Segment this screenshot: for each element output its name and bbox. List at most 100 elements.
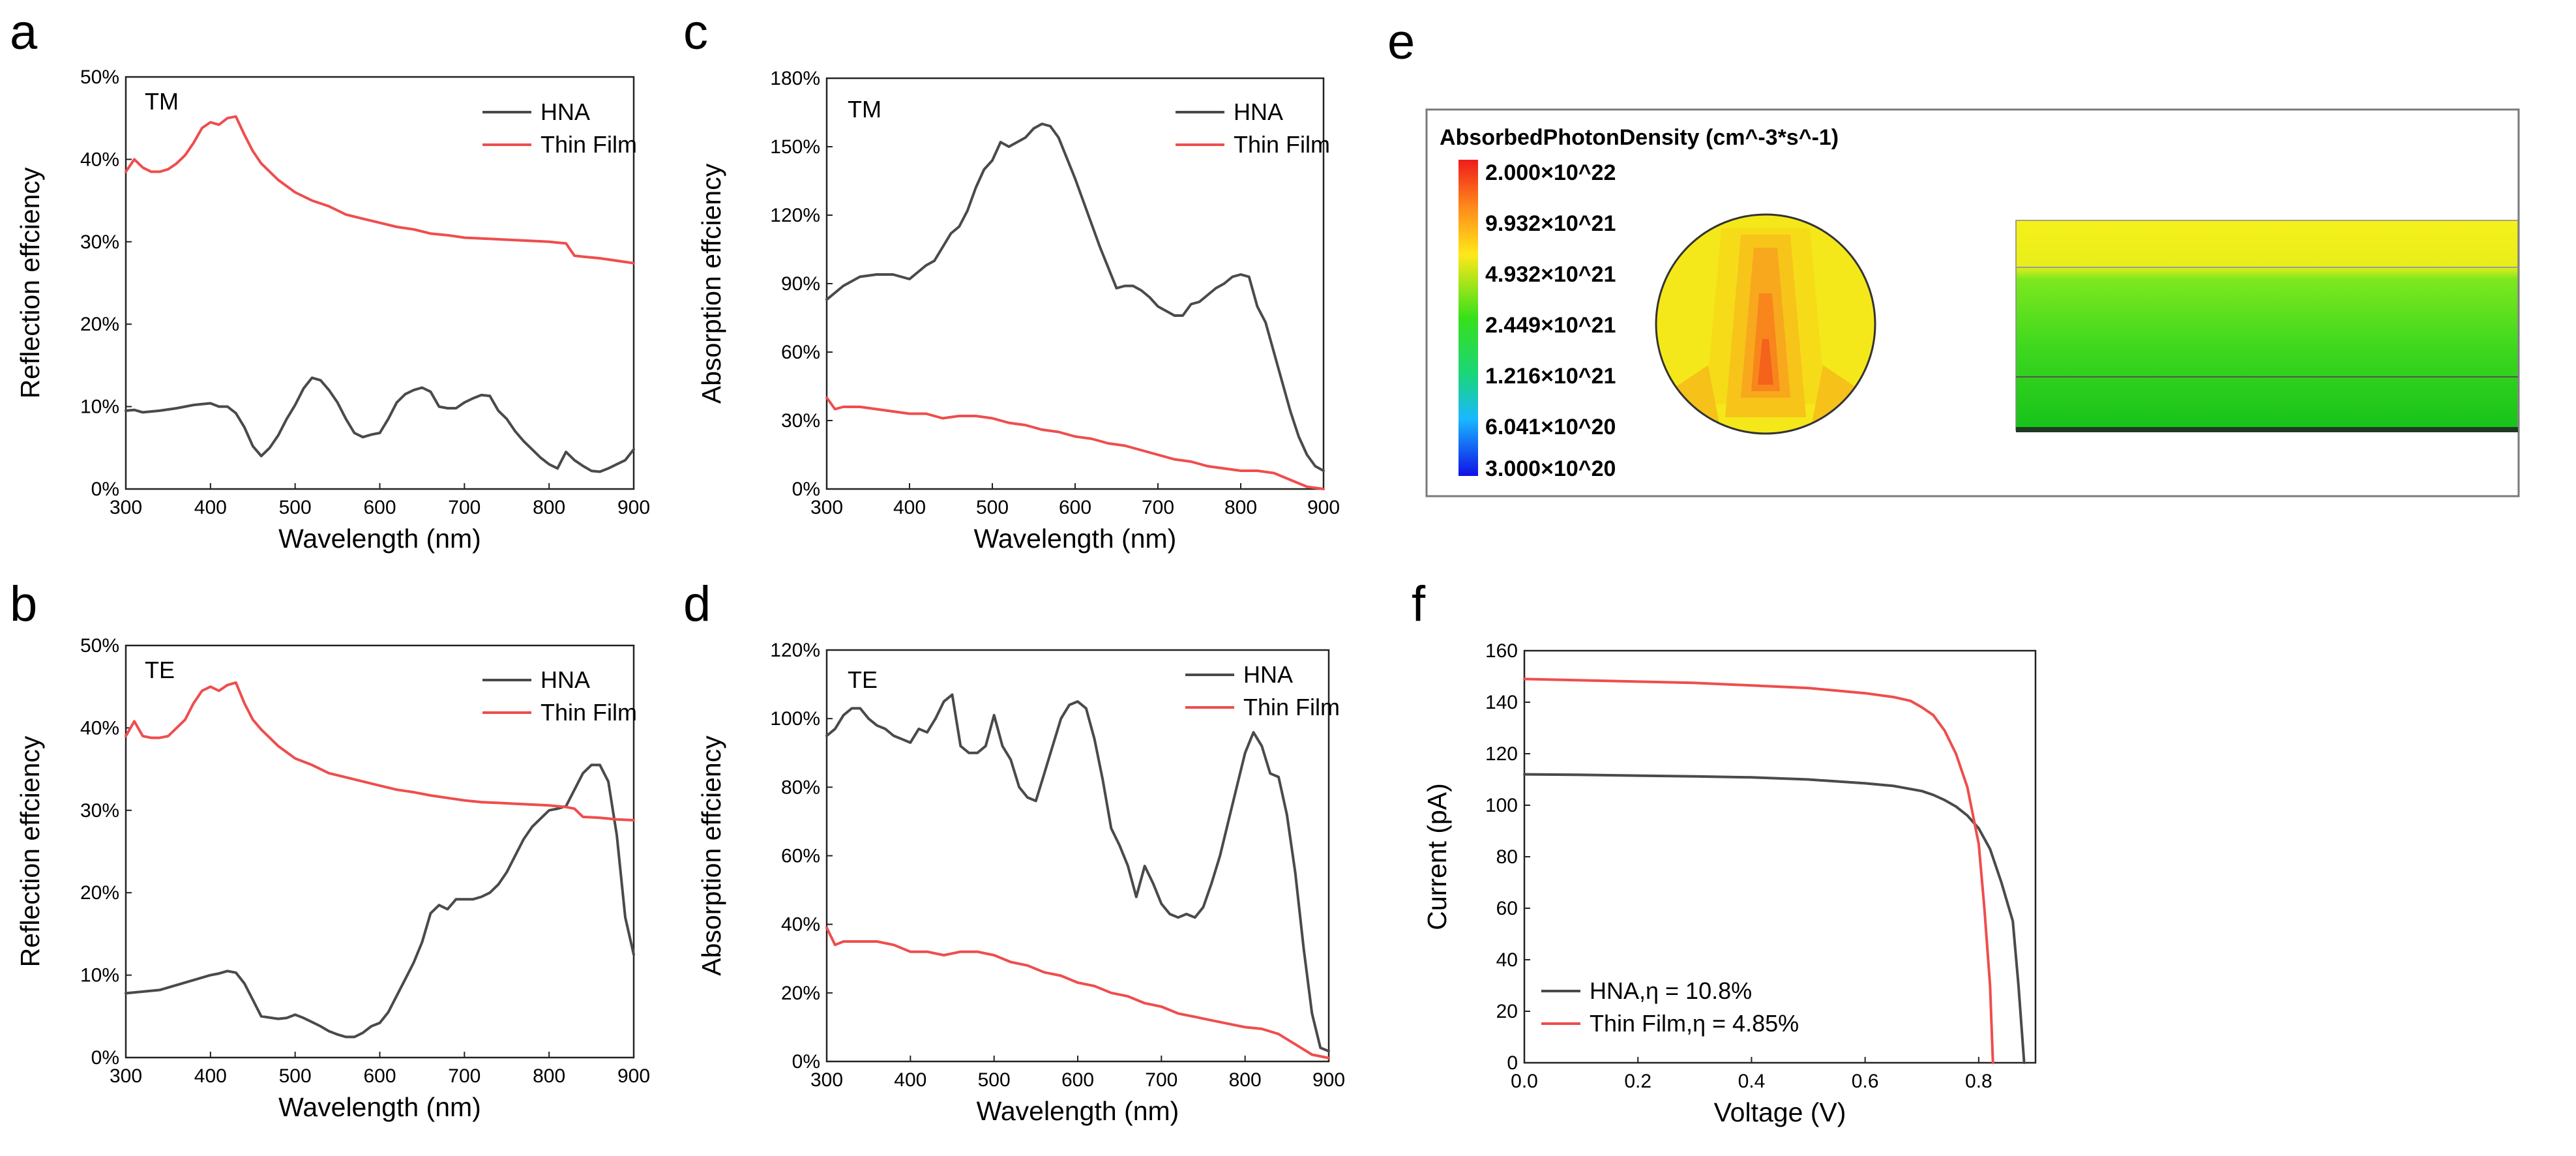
x-tick-label: 500 xyxy=(279,497,312,518)
y-tick-label: 120% xyxy=(770,640,820,661)
y-tick-label: 0% xyxy=(91,1047,119,1069)
colorbar xyxy=(1458,160,1478,476)
series-line-thin-film xyxy=(125,681,635,822)
x-tick-label: 700 xyxy=(448,1065,481,1087)
y-tick-label: 60% xyxy=(781,846,820,867)
y-tick-label: 50% xyxy=(80,67,119,88)
legend-label-thin-film: Thin Film xyxy=(540,131,637,158)
y-tick-label: 40% xyxy=(80,149,119,170)
legend-label-thin-film: Thin Film xyxy=(540,699,637,726)
y-tick-label: 80 xyxy=(1496,846,1518,868)
colorbar-label-5: 6.041×10^20 xyxy=(1485,415,1616,439)
x-tick-label: 800 xyxy=(1224,497,1257,518)
series-line-thin-film xyxy=(825,396,1325,490)
x-axis-label: Wavelength (nm) xyxy=(977,1096,1179,1126)
x-tick-label: 0.2 xyxy=(1624,1071,1651,1092)
y-tick-label: 100% xyxy=(770,708,820,730)
y-axis-label: Reflection effciency xyxy=(15,167,45,398)
panel-label-f: f xyxy=(1412,576,1426,632)
colorbar-label-3: 2.449×10^21 xyxy=(1485,313,1616,338)
colorbar-label-1: 9.932×10^21 xyxy=(1485,211,1616,236)
series-line-thin-film xyxy=(125,115,635,265)
x-tick-label: 800 xyxy=(533,1065,565,1087)
polarization-label: TM xyxy=(848,96,881,123)
x-axis-label: Wavelength (nm) xyxy=(974,524,1177,554)
chart-absorption-tm: 300 400 500 600 700 800 900 0% 30% 60% 90% 120% 150%… xyxy=(696,68,1340,554)
x-tick-label: 600 xyxy=(1061,1069,1094,1091)
series-line-hna xyxy=(1523,773,2026,1064)
x-tick-label: 400 xyxy=(194,1065,227,1087)
y-tick-label: 0% xyxy=(91,479,119,500)
x-tick-label: 300 xyxy=(110,497,142,518)
y-tick-label: 20 xyxy=(1496,1001,1518,1022)
particle-field xyxy=(1656,215,1875,434)
legend-label-thin-film: Thin Film xyxy=(1234,131,1330,158)
x-tick-label: 400 xyxy=(194,497,227,518)
y-tick-label: 120 xyxy=(1485,743,1518,765)
slab-bottom-edge xyxy=(2016,427,2518,432)
x-axis-label: Wavelength (nm) xyxy=(278,1092,481,1122)
y-tick-label: 10% xyxy=(80,965,119,986)
legend-label-thin-film: Thin Film xyxy=(1243,694,1340,720)
y-tick-label: 20% xyxy=(80,882,119,904)
x-tick-label: 600 xyxy=(1059,497,1091,518)
y-tick-label: 60 xyxy=(1496,898,1518,919)
y-tick-label: 60% xyxy=(781,342,820,363)
chart-reflection-te: 300 400 500 600 700 800 900 0% 10% 20% 30% 40% 50% Wa… xyxy=(15,635,650,1122)
x-tick-label: 500 xyxy=(279,1065,312,1087)
legend-label-hna: HNA xyxy=(540,98,590,125)
y-tick-label: 0% xyxy=(792,479,820,500)
particle-outline xyxy=(1655,213,1876,435)
y-axis-label: Reflection effciency xyxy=(15,735,45,967)
y-tick-label: 10% xyxy=(80,396,119,418)
y-tick-label: 20% xyxy=(80,314,119,335)
x-axis-label: Voltage (V) xyxy=(1714,1097,1846,1127)
panel-e-simulation: AbsorbedPhotonDensity (cm^-3*s^-1) 2.000… xyxy=(1425,108,2520,497)
polarization-label: TM xyxy=(145,88,179,115)
y-tick-label: 100 xyxy=(1485,795,1518,816)
x-tick-label: 500 xyxy=(978,1069,1011,1091)
legend-label-thin-film: Thin Film,η = 4.85% xyxy=(1590,1010,1799,1037)
y-tick-label: 160 xyxy=(1485,640,1518,662)
y-axis-label: Absorption effciency xyxy=(696,163,726,404)
chart-reflection-tm: 300 400 500 600 700 800 900 0% 10% 20% 30% 40% 50% Wa… xyxy=(15,67,650,554)
panel-label-e: e xyxy=(1387,14,1415,70)
y-tick-label: 40% xyxy=(80,717,119,739)
x-tick-label: 500 xyxy=(976,497,1009,518)
x-tick-label: 0.6 xyxy=(1852,1071,1879,1092)
y-tick-label: 30% xyxy=(80,800,119,822)
y-axis-label: Absorption effciency xyxy=(696,735,726,976)
x-tick-label: 900 xyxy=(1312,1069,1345,1091)
x-tick-label: 600 xyxy=(363,1065,396,1087)
series-line-hna xyxy=(825,123,1325,472)
x-axis-label: Wavelength (nm) xyxy=(278,524,481,554)
x-tick-label: 300 xyxy=(810,1069,843,1091)
x-tick-label: 800 xyxy=(533,497,565,518)
colorbar-label-0: 2.000×10^22 xyxy=(1485,160,1616,185)
x-tick-label: 700 xyxy=(1145,1069,1177,1091)
polarization-label: TE xyxy=(848,666,878,693)
legend-label-hna: HNA xyxy=(540,666,590,693)
y-tick-label: 40% xyxy=(781,914,820,936)
x-tick-label: 700 xyxy=(448,497,481,518)
series-line-hna xyxy=(125,763,635,1039)
thin-film-slab xyxy=(2015,220,2519,431)
colorbar-label-2: 4.932×10^21 xyxy=(1485,262,1616,287)
panel-label-a: a xyxy=(10,5,38,60)
legend-label-hna: HNA xyxy=(1243,661,1293,688)
y-tick-label: 0% xyxy=(792,1051,820,1073)
x-tick-label: 700 xyxy=(1142,497,1174,518)
colorbar-title: AbsorbedPhotonDensity (cm^-3*s^-1) xyxy=(1440,125,1839,150)
panel-label-b: b xyxy=(10,576,37,632)
polarization-label: TE xyxy=(145,657,175,683)
y-tick-label: 90% xyxy=(781,273,820,295)
series-line-hna xyxy=(125,376,635,473)
x-tick-label: 300 xyxy=(110,1065,142,1087)
y-tick-label: 30% xyxy=(781,410,820,432)
x-tick-label: 900 xyxy=(617,497,650,518)
x-tick-label: 400 xyxy=(894,1069,926,1091)
legend-label-hna: HNA,η = 10.8% xyxy=(1590,977,1752,1004)
y-tick-label: 120% xyxy=(770,205,820,226)
x-tick-label: 800 xyxy=(1229,1069,1262,1091)
